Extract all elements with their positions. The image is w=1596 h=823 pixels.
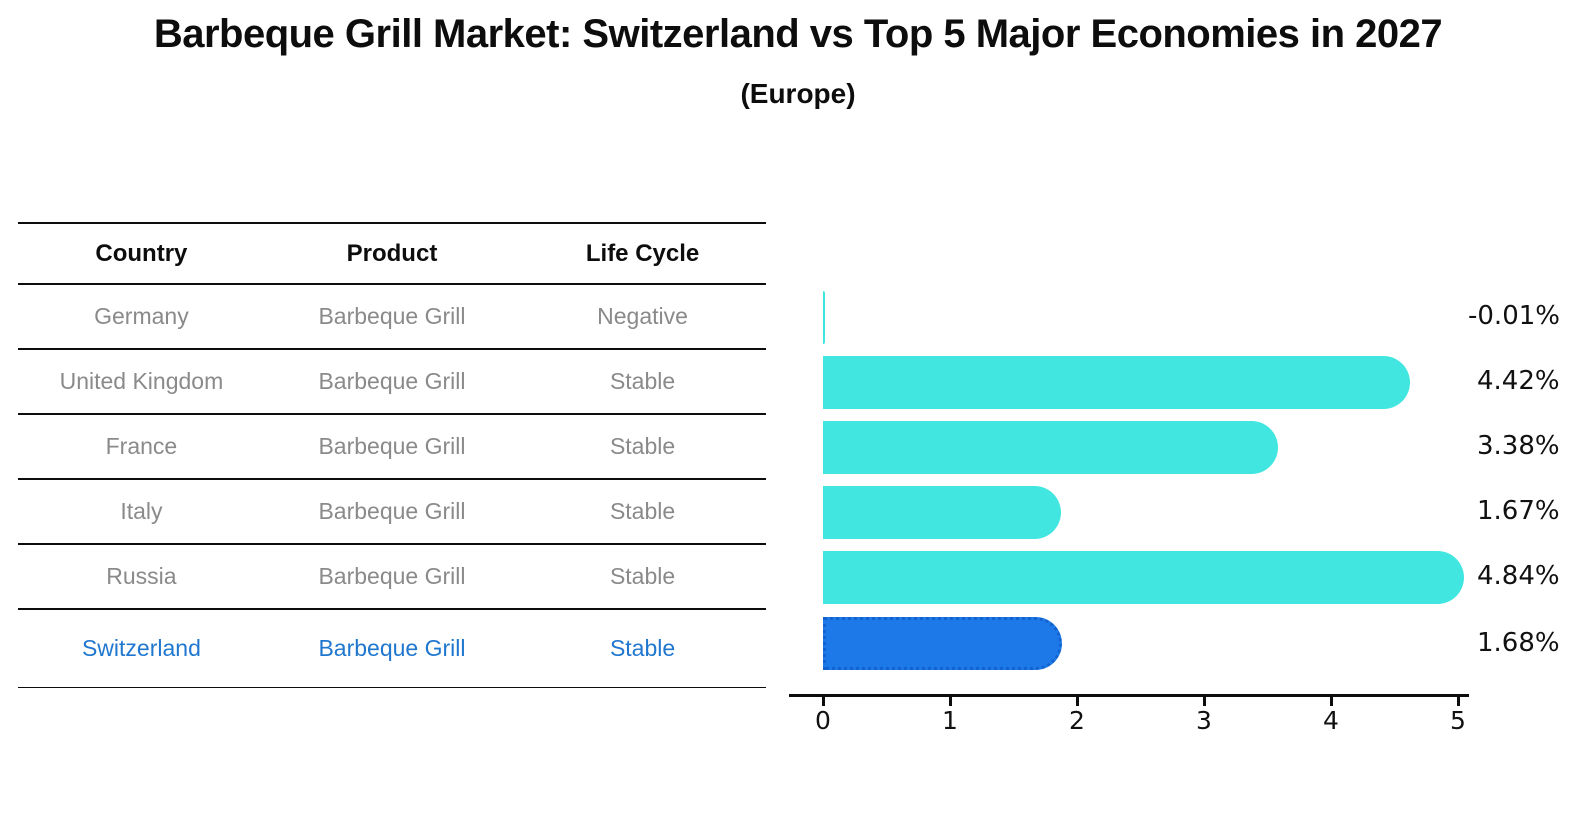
table-header-row: Country Product Life Cycle [18, 222, 766, 285]
column-header-country: Country [95, 239, 188, 267]
tick-label: 4 [1323, 706, 1339, 735]
product-cell: Barbeque Grill [318, 433, 466, 459]
bar-switzerland [823, 617, 1062, 670]
table-row-germany: Germany Barbeque Grill Negative [18, 285, 766, 350]
bar-russia [823, 551, 1464, 604]
tick-mark [822, 697, 825, 706]
bar-united-kingdom [823, 356, 1410, 409]
life-cycle-cell: Stable [609, 635, 676, 661]
tick-mark [1076, 697, 1079, 706]
column-header-life-cycle: Life Cycle [585, 239, 700, 267]
tick-label: 0 [815, 706, 831, 735]
product-cell: Barbeque Grill [318, 563, 466, 589]
value-label-russia: 4.84% [1477, 561, 1560, 591]
country-cell: France [105, 433, 178, 459]
table-row-united-kingdom: United Kingdom Barbeque Grill Stable [18, 350, 766, 415]
column-header-product: Product [346, 239, 438, 267]
life-cycle-cell: Stable [609, 368, 676, 394]
product-cell: Barbeque Grill [318, 303, 466, 329]
country-table: Country Product Life Cycle Germany Barbe… [18, 222, 766, 688]
tick-label: 3 [1196, 706, 1212, 735]
country-cell: Germany [94, 303, 189, 329]
life-cycle-cell: Stable [609, 498, 676, 524]
life-cycle-cell: Stable [609, 433, 676, 459]
table-row-russia: Russia Barbeque Grill Stable [18, 545, 766, 610]
value-label-switzerland: 1.68% [1477, 628, 1560, 658]
bar-italy [823, 486, 1061, 539]
product-cell: Barbeque Grill [318, 498, 466, 524]
tick-mark [1203, 697, 1206, 706]
country-cell: Italy [120, 498, 163, 524]
bar-france [823, 421, 1278, 474]
country-cell: Switzerland [81, 635, 201, 661]
value-label-united-kingdom: 4.42% [1477, 366, 1560, 396]
product-cell: Barbeque Grill [318, 635, 466, 661]
page-title: Barbeque Grill Market: Switzerland vs To… [153, 12, 1443, 56]
table-row-switzerland: Switzerland Barbeque Grill Stable [18, 610, 766, 688]
life-cycle-cell: Stable [609, 563, 676, 589]
country-cell: Russia [106, 563, 177, 589]
bar-germany [823, 291, 825, 344]
table-row-france: France Barbeque Grill Stable [18, 415, 766, 480]
tick-label: 5 [1450, 706, 1466, 735]
value-label-germany: -0.01% [1468, 301, 1560, 331]
tick-mark [1330, 697, 1333, 706]
tick-label: 1 [942, 706, 958, 735]
value-label-italy: 1.67% [1477, 496, 1560, 526]
page-subtitle: (Europe) [740, 78, 856, 109]
tick-mark [949, 697, 952, 706]
product-cell: Barbeque Grill [318, 368, 466, 394]
x-axis-line [789, 694, 1469, 697]
country-cell: United Kingdom [59, 368, 224, 394]
life-cycle-cell: Negative [597, 303, 688, 329]
table-row-italy: Italy Barbeque Grill Stable [18, 480, 766, 545]
tick-mark [1457, 697, 1460, 706]
tick-label: 2 [1069, 706, 1085, 735]
value-label-france: 3.38% [1477, 431, 1560, 461]
